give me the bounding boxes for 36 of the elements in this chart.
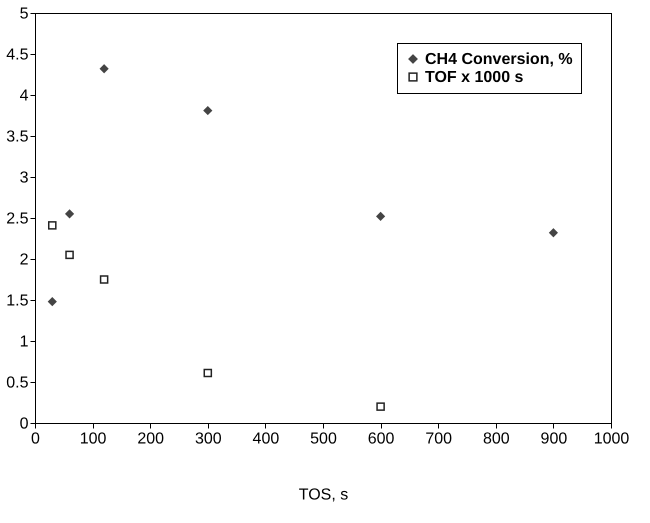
legend-label: TOF x 1000 s [425, 69, 524, 86]
x-tick-label: 500 [310, 430, 337, 448]
x-tick-label: 700 [425, 430, 452, 448]
y-tick-label: 3.5 [6, 128, 29, 146]
x-tick-label: 100 [80, 430, 107, 448]
y-tick-label: 1.5 [6, 292, 29, 310]
point [65, 210, 74, 218]
x-tick-label: 0 [31, 430, 40, 448]
point [100, 64, 108, 74]
y-tick-label: 5 [20, 6, 29, 22]
point [376, 402, 385, 411]
y-tick-label: 2 [20, 252, 29, 268]
x-tick-label: 400 [252, 430, 280, 448]
y-tick-label: 1 [20, 334, 29, 350]
point [100, 275, 108, 284]
y-tick-label: 3 [20, 170, 29, 186]
x-tick-label: 600 [368, 430, 395, 448]
y-tick-label: 2.5 [6, 210, 29, 228]
y-tick-label: 4.5 [6, 46, 29, 64]
x-tick-label: 200 [137, 430, 164, 448]
point [204, 106, 212, 115]
y-tick-label: 0.5 [6, 374, 29, 392]
x-tick-label: 300 [194, 430, 222, 448]
legend-label: CH4 Conversion, % [425, 51, 573, 68]
y-tick-label: 0 [20, 416, 29, 432]
y-tick-label: 4 [20, 88, 29, 104]
point [48, 297, 57, 306]
point [549, 228, 558, 238]
x-tick-label: 800 [482, 430, 510, 448]
point [65, 250, 74, 260]
point [376, 212, 385, 221]
point [48, 221, 57, 230]
x-tick-label: 900 [540, 430, 568, 448]
point [204, 368, 212, 378]
x-axis-title: TOS, s [298, 486, 348, 504]
x-tick-label: 1000 [594, 430, 630, 448]
